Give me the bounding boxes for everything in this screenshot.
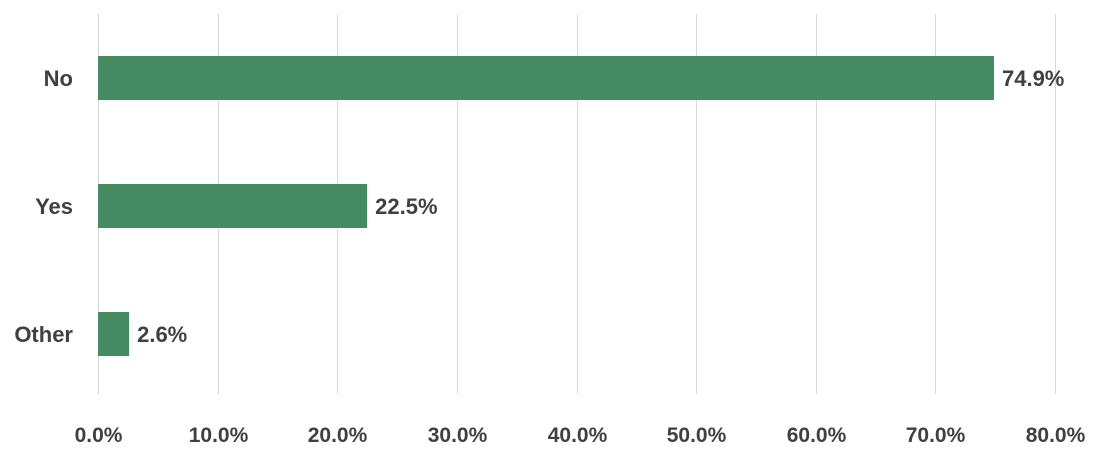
data-labels: 74.9% 22.5% 2.6% (137, 66, 1064, 347)
x-axis-tick-labels: 0.0% 10.0% 20.0% 30.0% 40.0% 50.0% 60.0% 70.0% 8… (75, 424, 1086, 447)
x-tick-label: 40.0% (548, 424, 608, 447)
bar-yes (98, 184, 368, 228)
x-tick-label: 0.0% (75, 424, 123, 447)
category-labels: No Yes Other (14, 66, 73, 347)
data-label: 22.5% (375, 194, 437, 219)
data-label: 74.9% (1002, 66, 1064, 91)
x-tick-label: 30.0% (428, 424, 488, 447)
category-label: Yes (35, 194, 73, 219)
x-tick-label: 10.0% (189, 424, 249, 447)
bar-no (98, 56, 994, 100)
x-tick-label: 50.0% (667, 424, 727, 447)
x-tick-label: 70.0% (906, 424, 966, 447)
category-label: Other (14, 322, 73, 347)
bar-other (98, 312, 130, 356)
x-tick-label: 80.0% (1026, 424, 1086, 447)
x-tick-label: 20.0% (308, 424, 368, 447)
data-label: 2.6% (137, 322, 187, 347)
category-label: No (44, 66, 73, 91)
x-tick-label: 60.0% (787, 424, 847, 447)
bars (98, 56, 994, 356)
